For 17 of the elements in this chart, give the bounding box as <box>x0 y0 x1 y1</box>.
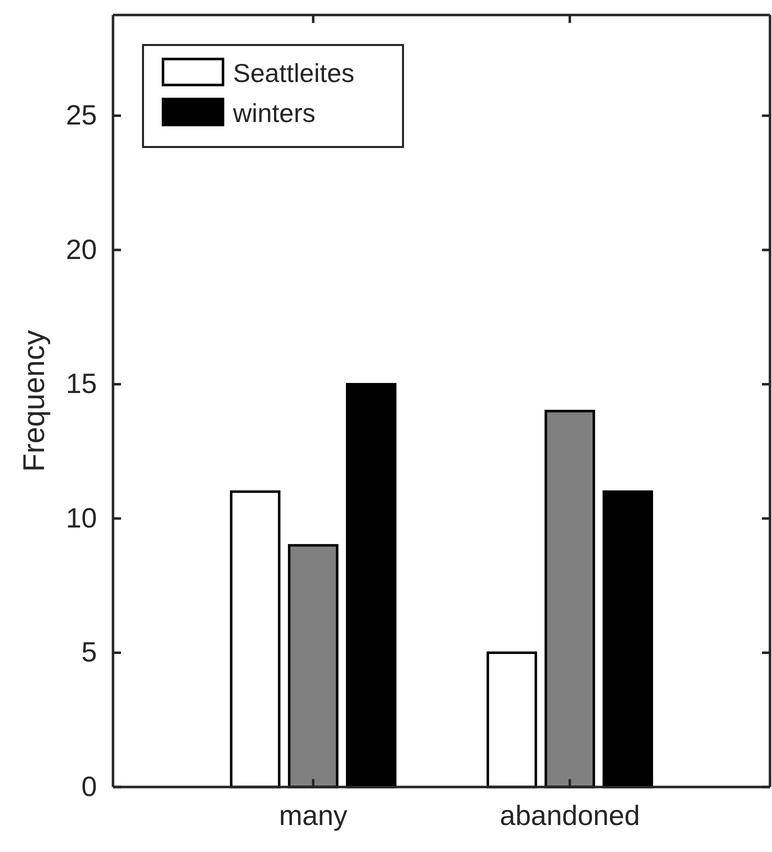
legend-label: winters <box>232 98 316 128</box>
y-tick-label: 5 <box>81 636 97 668</box>
x-tick-label: many <box>278 800 348 831</box>
y-tick-label: 20 <box>66 234 97 265</box>
y-axis-title: Frequency <box>18 330 51 472</box>
bar <box>602 490 654 788</box>
y-tick-label: 0 <box>81 770 97 802</box>
bar <box>288 544 338 788</box>
y-tick-label: 15 <box>66 368 97 400</box>
x-tick-label: abandoned <box>500 800 640 831</box>
bar <box>544 410 596 788</box>
bar <box>230 490 280 788</box>
legend-label: Seattleites <box>233 58 354 88</box>
bar <box>486 651 538 788</box>
y-tick-label: 25 <box>66 100 97 131</box>
bar <box>346 382 396 788</box>
y-tick-label: 10 <box>66 502 97 534</box>
